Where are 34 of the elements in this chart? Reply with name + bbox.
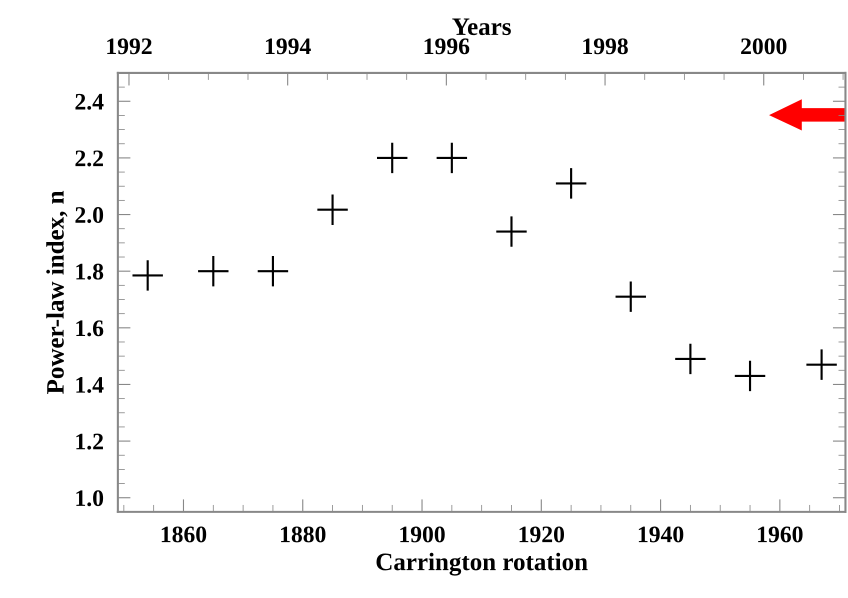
y-tick-label: 2.0 bbox=[75, 207, 104, 224]
x2-tick-label: 1992 bbox=[107, 38, 152, 54]
y-tick-label: 1.4 bbox=[76, 377, 104, 393]
y-axis-title: Power-law index, n bbox=[46, 190, 68, 394]
x2-tick-label: 1998 bbox=[583, 38, 628, 54]
point bbox=[675, 344, 706, 374]
x-tick-label: 1960 bbox=[758, 526, 803, 542]
point bbox=[734, 360, 766, 392]
x-tick-label: 1900 bbox=[400, 526, 445, 542]
x2-axis-title: Years bbox=[452, 18, 511, 36]
point bbox=[616, 281, 646, 312]
point bbox=[436, 142, 468, 174]
x-tick-label: 1860 bbox=[162, 526, 206, 542]
y-tick-label: 2.4 bbox=[75, 94, 104, 110]
point bbox=[806, 349, 837, 380]
point bbox=[496, 216, 527, 247]
x2-tick-label: 1994 bbox=[266, 38, 311, 54]
x2-tick-label: 1996 bbox=[424, 38, 470, 54]
x-tick-label: 1880 bbox=[281, 526, 326, 542]
point bbox=[376, 142, 408, 174]
point bbox=[132, 260, 163, 291]
point bbox=[317, 194, 348, 225]
point bbox=[198, 256, 229, 286]
x-tick-label: 1940 bbox=[638, 526, 684, 542]
point bbox=[258, 256, 288, 286]
y-tick-label: 1.6 bbox=[76, 320, 104, 336]
y-tick-label: 1.8 bbox=[76, 264, 104, 280]
y-tick-label: 1.2 bbox=[76, 434, 103, 450]
x-axis-title: Carrington rotation bbox=[376, 552, 588, 576]
y-tick-label: 1.0 bbox=[76, 490, 104, 506]
point bbox=[556, 168, 586, 199]
x2-tick-label: 2000 bbox=[741, 38, 786, 54]
x-tick-label: 1920 bbox=[520, 526, 564, 542]
y-tick-label: 2.2 bbox=[75, 150, 103, 166]
